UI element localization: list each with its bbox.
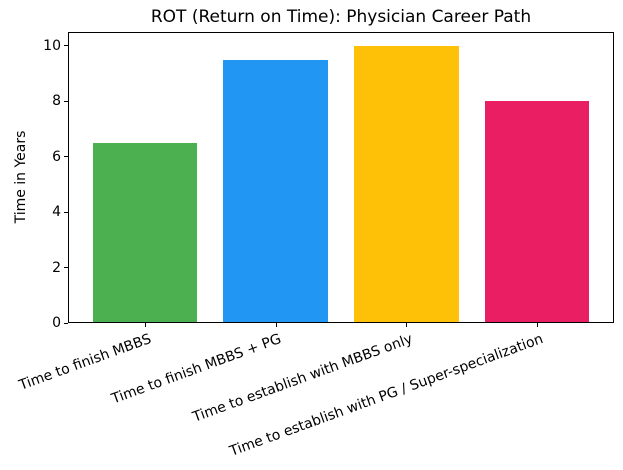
y-tick-mark — [64, 45, 68, 47]
y-tick-label: 0 — [52, 315, 61, 331]
y-tick-mark — [64, 322, 68, 324]
x-tick-mark — [406, 323, 408, 327]
x-tick-mark — [145, 323, 147, 327]
x-tick-mark — [275, 323, 277, 327]
y-tick-label: 4 — [52, 204, 61, 221]
y-tick-label: 8 — [52, 93, 61, 110]
y-tick-mark — [64, 100, 68, 102]
x-tick-mark — [536, 323, 538, 327]
y-tick-label: 2 — [52, 259, 61, 276]
y-tick-mark — [64, 156, 68, 158]
bar-2 — [223, 59, 328, 323]
bar-1 — [92, 142, 198, 323]
y-tick-mark — [64, 211, 68, 213]
chart-title: ROT (Return on Time): Physician Career P… — [150, 7, 532, 27]
x-tick-label: Time to establish with MBBS only — [190, 331, 415, 426]
y-tick-mark — [64, 267, 68, 269]
bar-3 — [354, 45, 459, 323]
y-tick-label: 6 — [52, 148, 61, 165]
y-tick-label: 10 — [43, 37, 61, 54]
bar-4 — [484, 101, 590, 323]
